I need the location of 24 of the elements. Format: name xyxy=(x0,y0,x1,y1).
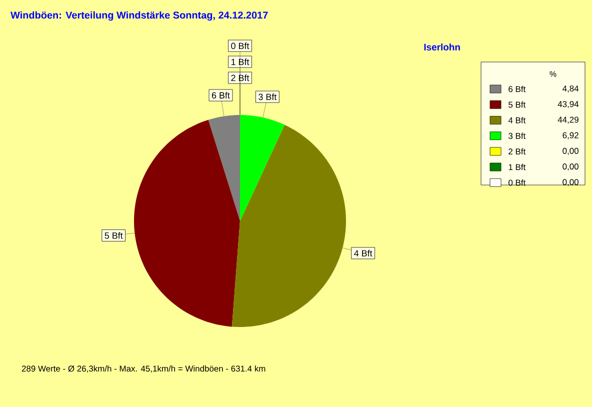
legend-label: 3 Bft xyxy=(508,132,526,139)
legend-label: 6 Bft xyxy=(508,86,526,92)
slice-label: 5 Bft xyxy=(104,232,123,239)
category-label: 1 Bft xyxy=(231,58,250,66)
chart-subtitle: Iserlohn xyxy=(424,44,460,50)
chart-title: Windböen: Verteilung Windstärke Sonntag, 24.12.2017 xyxy=(10,11,268,21)
category-label: 0 Bft xyxy=(231,42,250,50)
category-label: 2 Bft xyxy=(231,74,250,82)
text: 289 Werte - Ø 26,3km/h - Max. 45,1km/h = Windböen - 631.4 km xyxy=(22,365,266,373)
data-label: 4,84 xyxy=(562,86,579,92)
legend-label: 1 Bft xyxy=(508,164,526,170)
legend-label: 5 Bft xyxy=(508,101,526,108)
slice-label: 6 Bft xyxy=(212,92,230,99)
data-label: 6,92 xyxy=(562,132,578,140)
legend-label: 4 Bft xyxy=(508,117,526,124)
slice-label: 3 Bft xyxy=(258,94,277,100)
data-label: 43,94 xyxy=(558,101,579,108)
text: 0,00 xyxy=(562,179,578,186)
text: 0,00 xyxy=(562,148,578,155)
legend-label: 2 Bft xyxy=(508,148,526,154)
legend-label: 0 Bft xyxy=(508,179,526,186)
text: 0,00 xyxy=(562,164,578,170)
slice-label: 4 Bft xyxy=(354,250,372,256)
data-label: 44,29 xyxy=(558,116,578,124)
